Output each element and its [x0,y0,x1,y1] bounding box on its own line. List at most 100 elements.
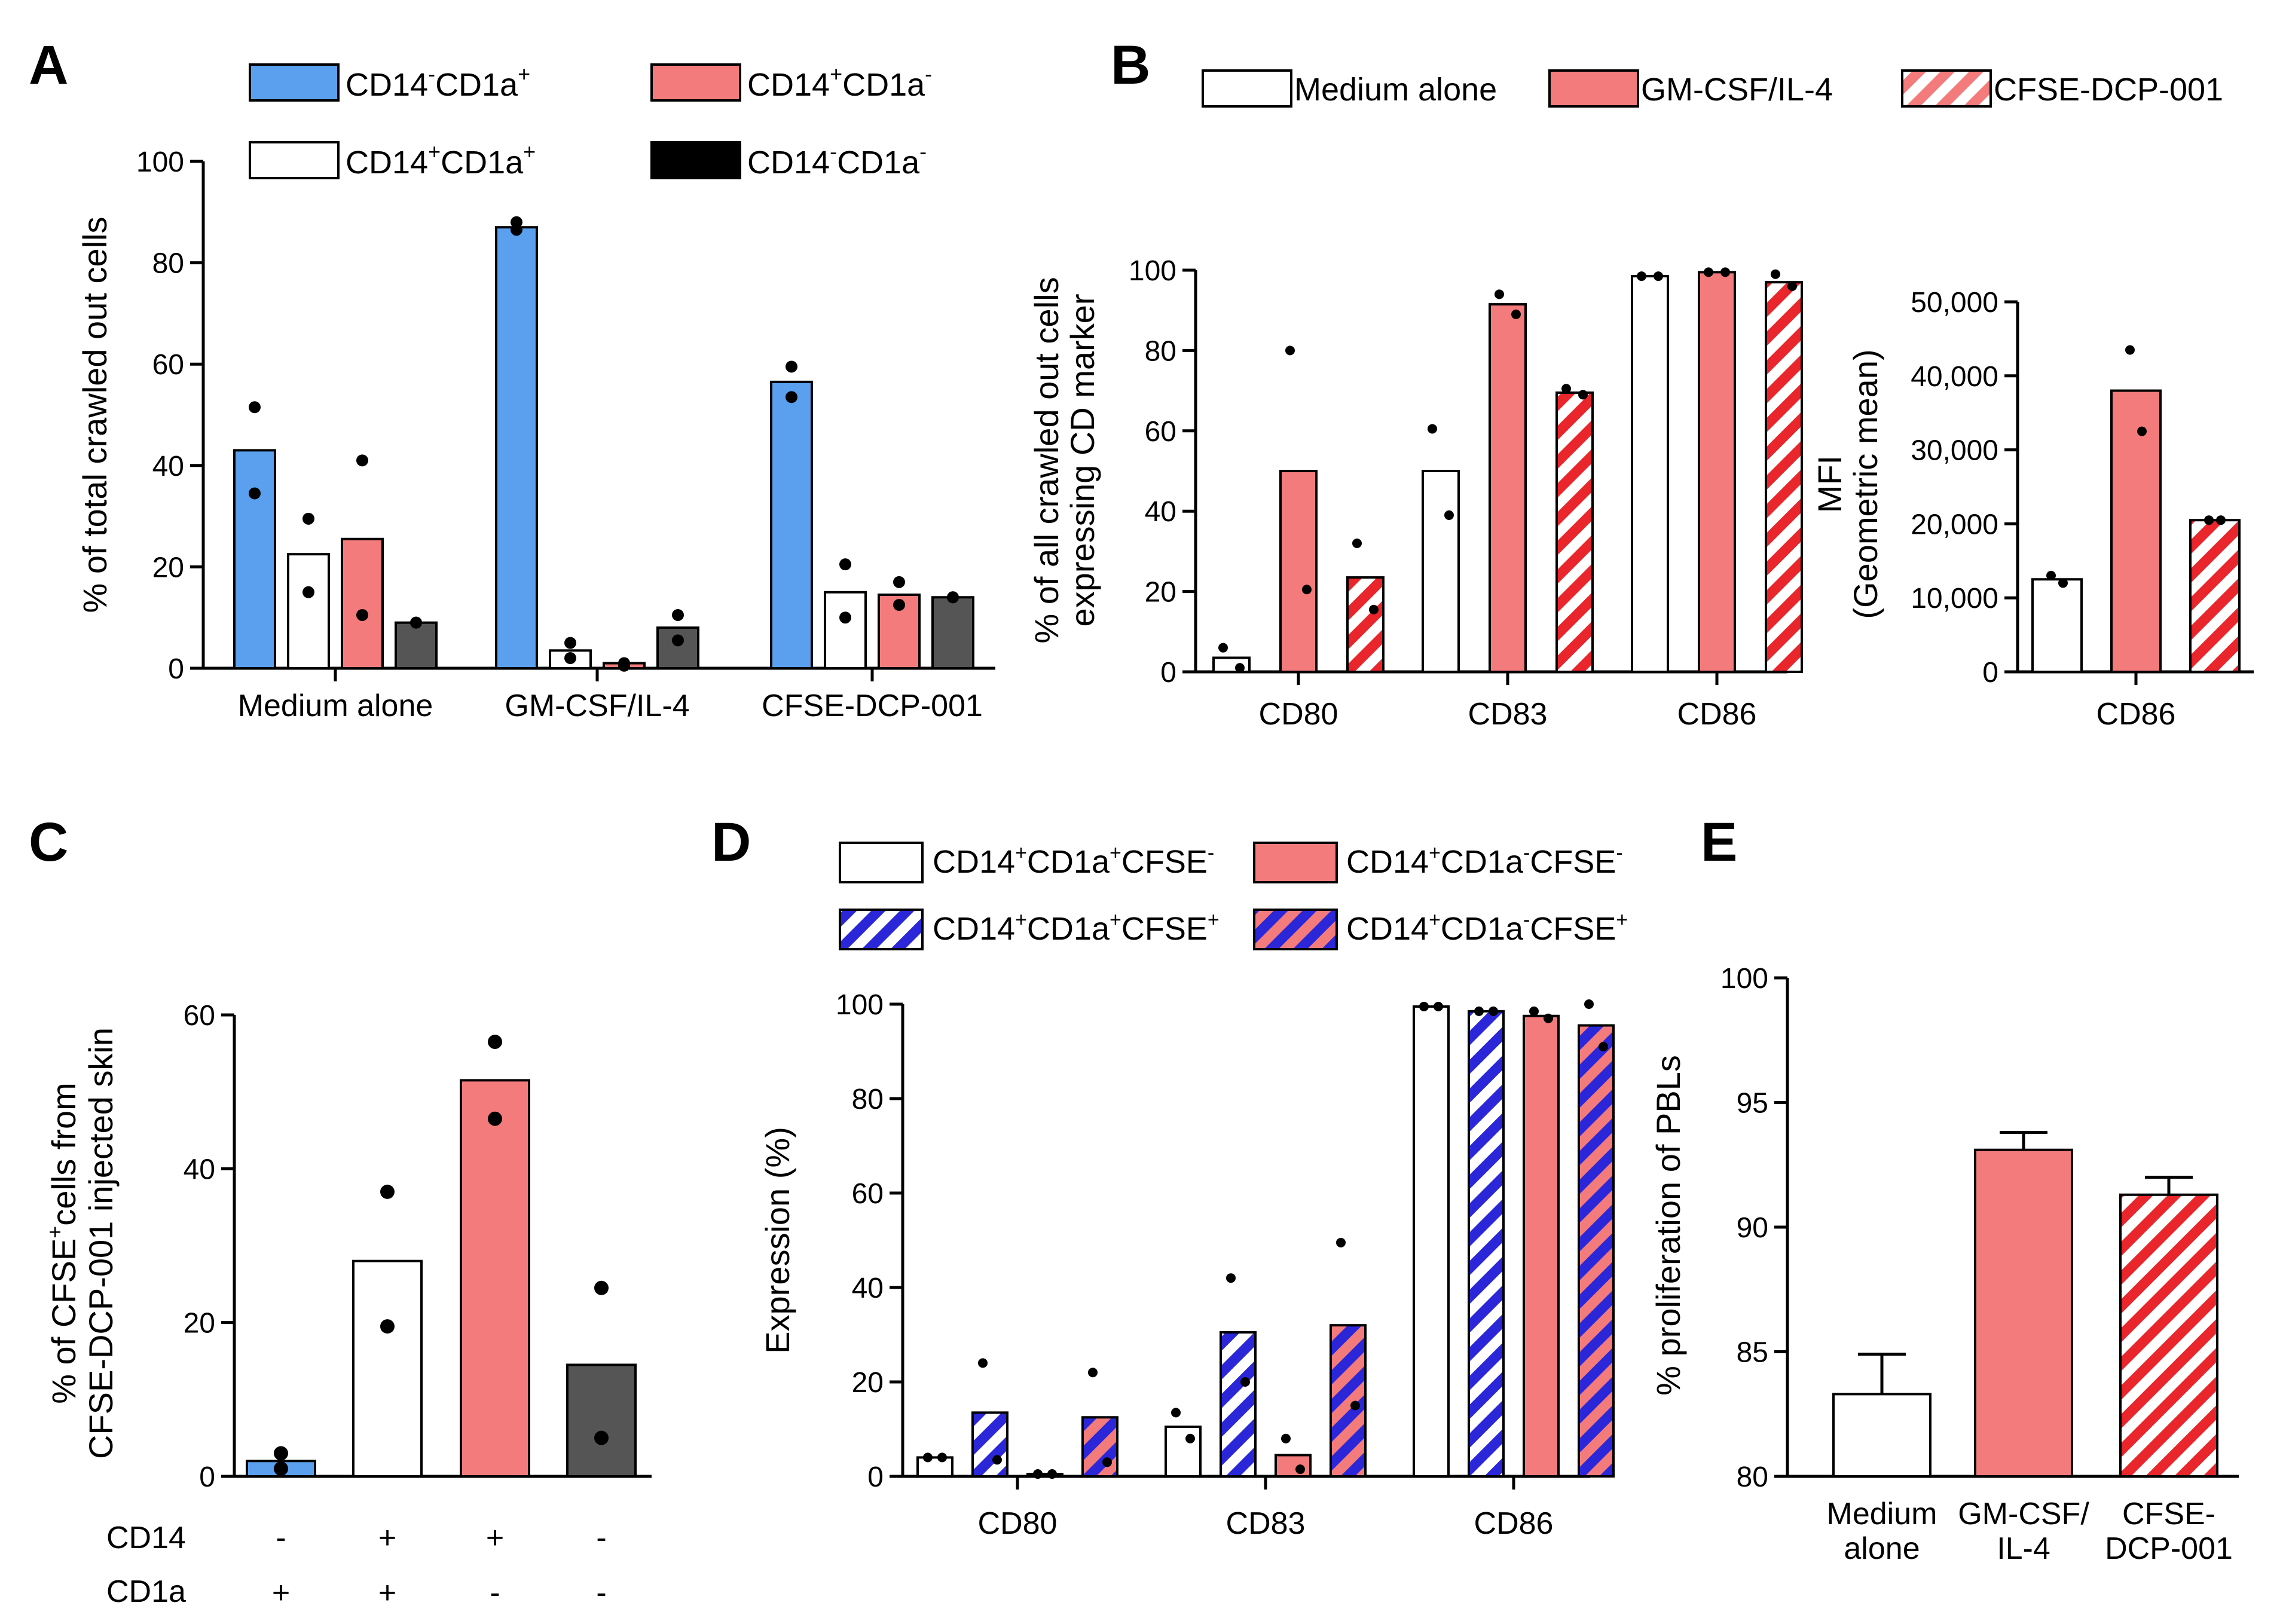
panel-b-point [1352,538,1362,548]
panel-b-mfi-point [2046,571,2056,581]
panel-c-point [380,1184,395,1199]
panel-b-y-tick-label: 20 [1145,577,1176,608]
panel-e-y-title: % proliferation of PBLs [1649,1055,1687,1396]
panel-b-point [1495,289,1504,299]
panel-b-point [1561,384,1571,394]
legend-d-stripe-red-blue-swatch [1253,909,1338,950]
panel-d-y-title: Expression (%) [759,1127,796,1354]
panel-b-point [1285,345,1295,356]
panel-b-y-tick-label: 60 [1145,416,1176,448]
legend-d-item-4: CD14+CD1a-CFSE+ [1346,909,1628,947]
panel-d-point [1599,1042,1608,1052]
panel-c-cd1a-sign: - [490,1576,500,1610]
panel-a-legend: CD14-CD1a+ CD14+CD1a- CD14+CD1a+ CD14-CD… [249,62,932,181]
panel-b-point [1654,271,1663,282]
panel-a-y-tick-label: 20 [152,552,184,583]
panel-c-point [488,1111,502,1126]
panel-a-y-tick-label: 100 [136,146,184,178]
panel-c-cd1a-sign: + [272,1576,290,1610]
legend-d-item-3: CD14+CD1a+CFSE+ [933,909,1220,947]
panel-a-point [356,608,368,621]
legend-b-gmcsf: GM-CSF/IL-4 [1641,72,1833,108]
panel-b-point [1720,267,1730,277]
panel-e-x-label-line2: alone [1844,1531,1920,1566]
panel-b-mfi-y-tick-label: 50,000 [1911,287,1998,319]
panel-c-y-tick-label: 0 [199,1461,215,1493]
panel-b-mfi-y-title-line1: MFI [1811,455,1848,513]
panel-a-point [893,576,905,588]
panel-d-point [1240,1377,1250,1387]
panel-c-bar [460,1079,530,1478]
panel-a-point [947,591,959,604]
panel-e-x-label-line1: Medium [1827,1497,1937,1531]
panel-d-chart: 0 20 40 60 80 100 CD80 CD83 CD86 Expression (%) [759,989,1615,1541]
panel-c-cd14-sign: + [378,1521,396,1555]
panel-a-point [839,558,851,571]
panel-d-bar [971,1411,1008,1478]
panel-c-chart: 0 20 40 60 - + + + + - - - % of CFSE+cells from CFSE-… [42,1000,652,1610]
panel-a-bar [878,594,921,669]
panel-b-point [1704,267,1713,277]
panel-b-point [1511,309,1521,319]
panel-e-x-label-line1: GM-CSF/ [1958,1497,2089,1531]
panel-d-point [1102,1457,1112,1467]
panel-a-y-tick-label: 0 [168,653,184,685]
panel-b-legend: Medium alone GM-CSF/IL-4 CFSE-DCP-001 [1202,69,2223,108]
panel-b-point [1787,281,1797,291]
panel-d-bar [1220,1331,1257,1478]
panel-b-y-tick-label: 40 [1145,496,1176,528]
panel-letter-c: C [29,812,68,873]
panel-d-point [1088,1368,1098,1378]
panel-d-y-tick-label: 60 [852,1178,884,1210]
panel-b-point [1578,390,1588,400]
panel-e-x-label-line2: DCP-001 [2105,1531,2233,1566]
panel-d-point [1529,1006,1539,1016]
legend-a-black-swatch [650,141,741,179]
panel-d-point [1434,1001,1443,1011]
panel-d-point [1171,1408,1181,1418]
legend-b-medium: Medium alone [1294,72,1497,108]
panel-b-y-title-line2: expressing CD marker [1063,293,1101,626]
panel-e-bar [1832,1393,1932,1478]
panel-a-point [356,454,368,467]
panel-c-y-tick-label: 20 [184,1308,215,1339]
legend-b-cfse: CFSE-DCP-001 [1994,72,2223,108]
panel-a-bar [824,591,867,669]
panel-d-y-tick-label: 20 [852,1367,884,1399]
panel-a-bar [395,621,438,670]
panel-d-point [1419,1001,1429,1011]
panel-d-y-tick-label: 0 [867,1461,884,1493]
legend-d-red-swatch [1253,842,1338,883]
panel-d-point [1584,999,1594,1009]
panel-b-bar [1631,275,1669,673]
panel-b-bar [1489,303,1527,673]
panel-d-y-tick-label: 80 [852,1084,884,1115]
panel-a-point [786,391,797,403]
panel-a-y-tick-label: 60 [152,349,184,381]
panel-c-y-tick-label: 60 [184,1000,215,1032]
panel-c-row-label-cd14: CD14 [106,1521,186,1555]
panel-c-point [274,1461,288,1476]
panel-c-y-tick-label: 40 [184,1154,215,1185]
panel-a-point [302,512,314,525]
panel-c-cd14-sign: - [276,1521,286,1555]
panel-c-y-title-line2: CFSE-DCP-001 injected skin [82,1027,120,1459]
legend-a-white-swatch [249,141,340,179]
panel-d-bar [1468,1010,1505,1478]
panel-b-y-title-line1: % of all crawled out cells [1028,277,1065,643]
panel-c-cd14-sign: - [596,1521,606,1555]
panel-b-point [1369,604,1379,614]
panel-b-point [1218,643,1228,653]
panel-d-bar [1413,1005,1450,1478]
panel-b-mfi-bar [2189,519,2241,674]
panel-b-mfi-bar [2110,389,2162,673]
panel-e-y-tick-label: 90 [1737,1212,1768,1244]
panel-d-point [923,1452,933,1463]
panel-d-bar [1165,1426,1202,1478]
panel-d-point [1226,1273,1236,1283]
panel-d-bar [916,1456,953,1478]
legend-a-item-2: CD14+CD1a- [747,62,932,103]
panel-a-point [302,586,314,598]
panel-b-x-label: CD83 [1468,697,1548,732]
